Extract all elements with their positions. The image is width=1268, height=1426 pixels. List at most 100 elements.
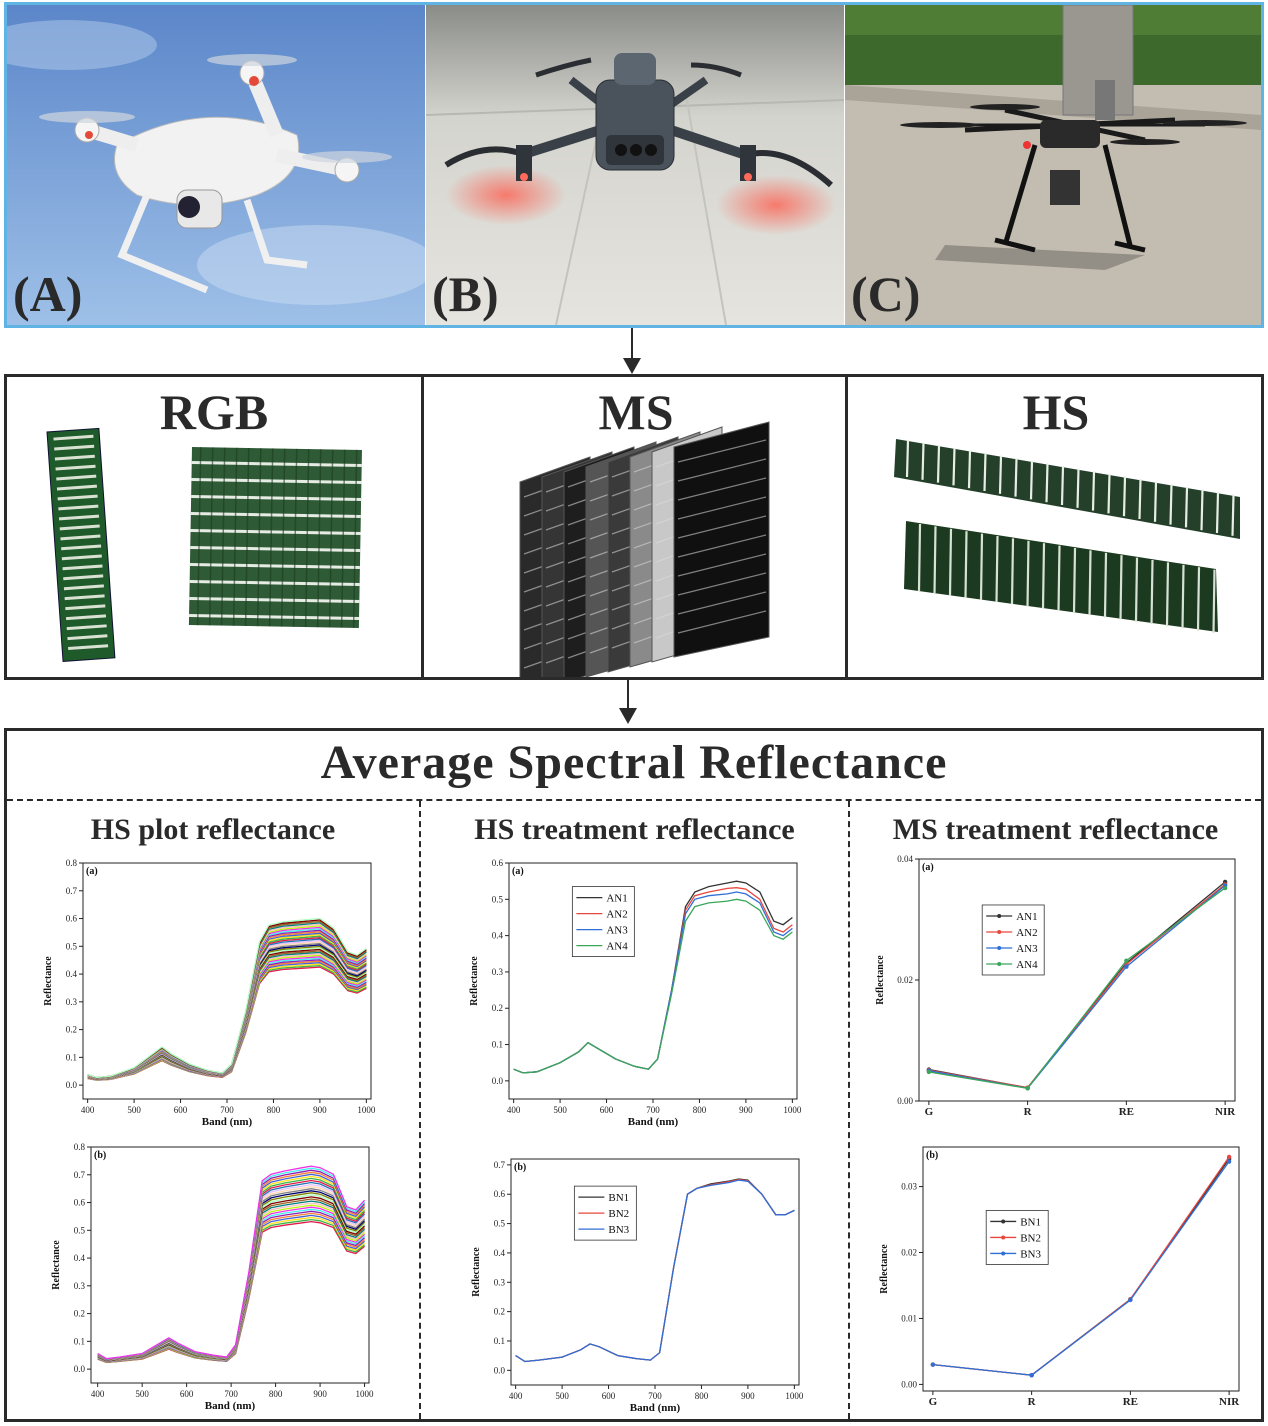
rgb-strip-plot-gap [65, 614, 107, 621]
y-tick-label: 0.6 [492, 858, 504, 868]
y-tick-label: 0.03 [901, 1182, 917, 1192]
y-axis-label: Reflectance [469, 956, 480, 1006]
hs-strip-upper [894, 439, 1240, 539]
spectrum-line [97, 1181, 366, 1361]
series-line-bn1 [515, 1178, 795, 1363]
x-tick-label: 700 [224, 1389, 238, 1399]
y-tick-label: 0.5 [74, 1225, 86, 1235]
x-tick-label: 500 [135, 1389, 149, 1399]
x-tick-label: RE [1119, 1106, 1134, 1118]
legend-label: BN1 [1020, 1216, 1041, 1228]
y-tick-label: 0.0 [74, 1364, 86, 1374]
series-line-bn2 [932, 1156, 1230, 1376]
rgb-grid-col-line [280, 448, 286, 627]
y-tick-label: 0.0 [492, 1076, 504, 1086]
x-tick-label: 900 [741, 1391, 755, 1401]
spectrum-line [97, 1216, 366, 1363]
ms-title: MS [598, 384, 674, 440]
x-tick-label: 800 [695, 1391, 709, 1401]
y-tick-label: 0.6 [66, 914, 78, 924]
y-tick-label: 0.7 [494, 1160, 506, 1170]
rgb-grid-col-line [196, 447, 202, 626]
rgb-grid-col-line [244, 447, 250, 626]
column-title-hs-treatment: HS treatment reflectance [474, 813, 795, 846]
spectrum-line [97, 1165, 366, 1360]
plot-frame [510, 1158, 800, 1386]
y-tick-label: 0.2 [74, 1309, 85, 1319]
photo-a-rgb-drone: (A) [7, 5, 425, 325]
series-line-an2 [513, 887, 793, 1074]
photo-c-hs-drone: (C) [845, 5, 1261, 325]
legend-label: AN2 [1016, 927, 1037, 939]
column-title-ms-treatment: MS treatment reflectance [892, 813, 1219, 846]
y-tick-label: 0.2 [492, 1003, 503, 1013]
y-tick-label: 0.1 [492, 1040, 503, 1050]
rgb-grid-col-line [292, 448, 298, 627]
x-tick-label: 900 [313, 1389, 327, 1399]
legend: BN1 BN2 BN3 [985, 1210, 1049, 1265]
legend: AN1 AN2 AN3 AN4 [571, 886, 635, 958]
plot-area [87, 917, 367, 1081]
legend-label: AN1 [1016, 911, 1037, 923]
spectrum-line [87, 956, 367, 1081]
y-tick-label: 0.3 [66, 997, 78, 1007]
y-tick-label: 0.5 [494, 1219, 506, 1229]
rgb-grid-col-line [316, 449, 322, 628]
x-tick-label: R [1024, 1106, 1033, 1118]
hs-drone-photo [845, 5, 1261, 325]
series-point-an4 [1025, 1086, 1030, 1091]
series-point-bn2 [1226, 1154, 1232, 1160]
spectrum-line [97, 1204, 366, 1362]
plot-area [515, 1178, 795, 1363]
plot-area [513, 880, 793, 1074]
rgb-strip-plot-gap [56, 474, 97, 481]
rgb-strip-plot-gap [57, 494, 98, 501]
y-tick-label: 0.6 [74, 1198, 86, 1208]
rgb-grid-col-line [352, 449, 358, 628]
plot-area [930, 1154, 1232, 1378]
y-tick-label: 0.3 [74, 1281, 86, 1291]
rgb-strip-plot-gap [62, 564, 103, 571]
y-tick-label: 0.3 [492, 967, 504, 977]
series-point-an4 [1124, 958, 1129, 963]
dashed-separator-left [419, 801, 421, 1419]
x-axis-label: Band (nm) [202, 1116, 253, 1128]
spectrum-line [87, 954, 367, 1081]
legend-label: BN2 [1020, 1232, 1041, 1244]
rgb-grid-col-line [232, 447, 238, 626]
x-tick-label: 1000 [783, 1105, 802, 1115]
dashed-separator-right [848, 801, 850, 1419]
y-tick-label: 0.2 [66, 1025, 77, 1035]
rgb-grid-row-gap [189, 613, 360, 620]
spectrum-line [87, 966, 367, 1081]
x-tick-label: 1000 [785, 1391, 804, 1401]
rgb-strip-plot-gap [55, 464, 96, 471]
y-tick-label: 0.8 [66, 858, 78, 868]
ms-panel: MS [421, 377, 848, 677]
x-tick-label: 400 [509, 1391, 523, 1401]
series-line-bn1 [932, 1158, 1230, 1376]
hs-title: HS [1022, 384, 1090, 440]
photo-label-b: (B) [432, 266, 499, 322]
plot-frame [918, 858, 1236, 1102]
spectrum-line [97, 1220, 366, 1364]
column-title-hs-plot: HS plot reflectance [90, 813, 336, 846]
spectrum-line [97, 1210, 366, 1363]
y-tick-label: 0.5 [66, 941, 78, 951]
arrow-shaft-1 [631, 328, 633, 360]
rgb-grid-row-gap [190, 545, 361, 552]
spectrum-line [87, 959, 367, 1081]
x-tick-label: 400 [81, 1105, 95, 1115]
rgb-grid-col-line [208, 447, 214, 626]
series-line-bn3 [932, 1161, 1230, 1376]
rgb-grid-row-gap [190, 511, 361, 518]
y-axis-label: Reflectance [879, 1244, 890, 1294]
plot-area [926, 879, 1228, 1091]
panel-label: (b) [514, 1162, 526, 1173]
x-tick-label: 500 [553, 1105, 567, 1115]
imagery-panel-box: RGB MS HS [4, 374, 1264, 680]
rgb-grid-row-gap [190, 528, 361, 535]
x-tick-label: 700 [646, 1105, 660, 1115]
photo-label-c: (C) [851, 266, 921, 322]
chart-hs-plot-a: 0.0 0.1 0.2 0.3 0.4 0.5 0.6 0.7 0.8 400 500 600 700 8… [43, 858, 376, 1128]
